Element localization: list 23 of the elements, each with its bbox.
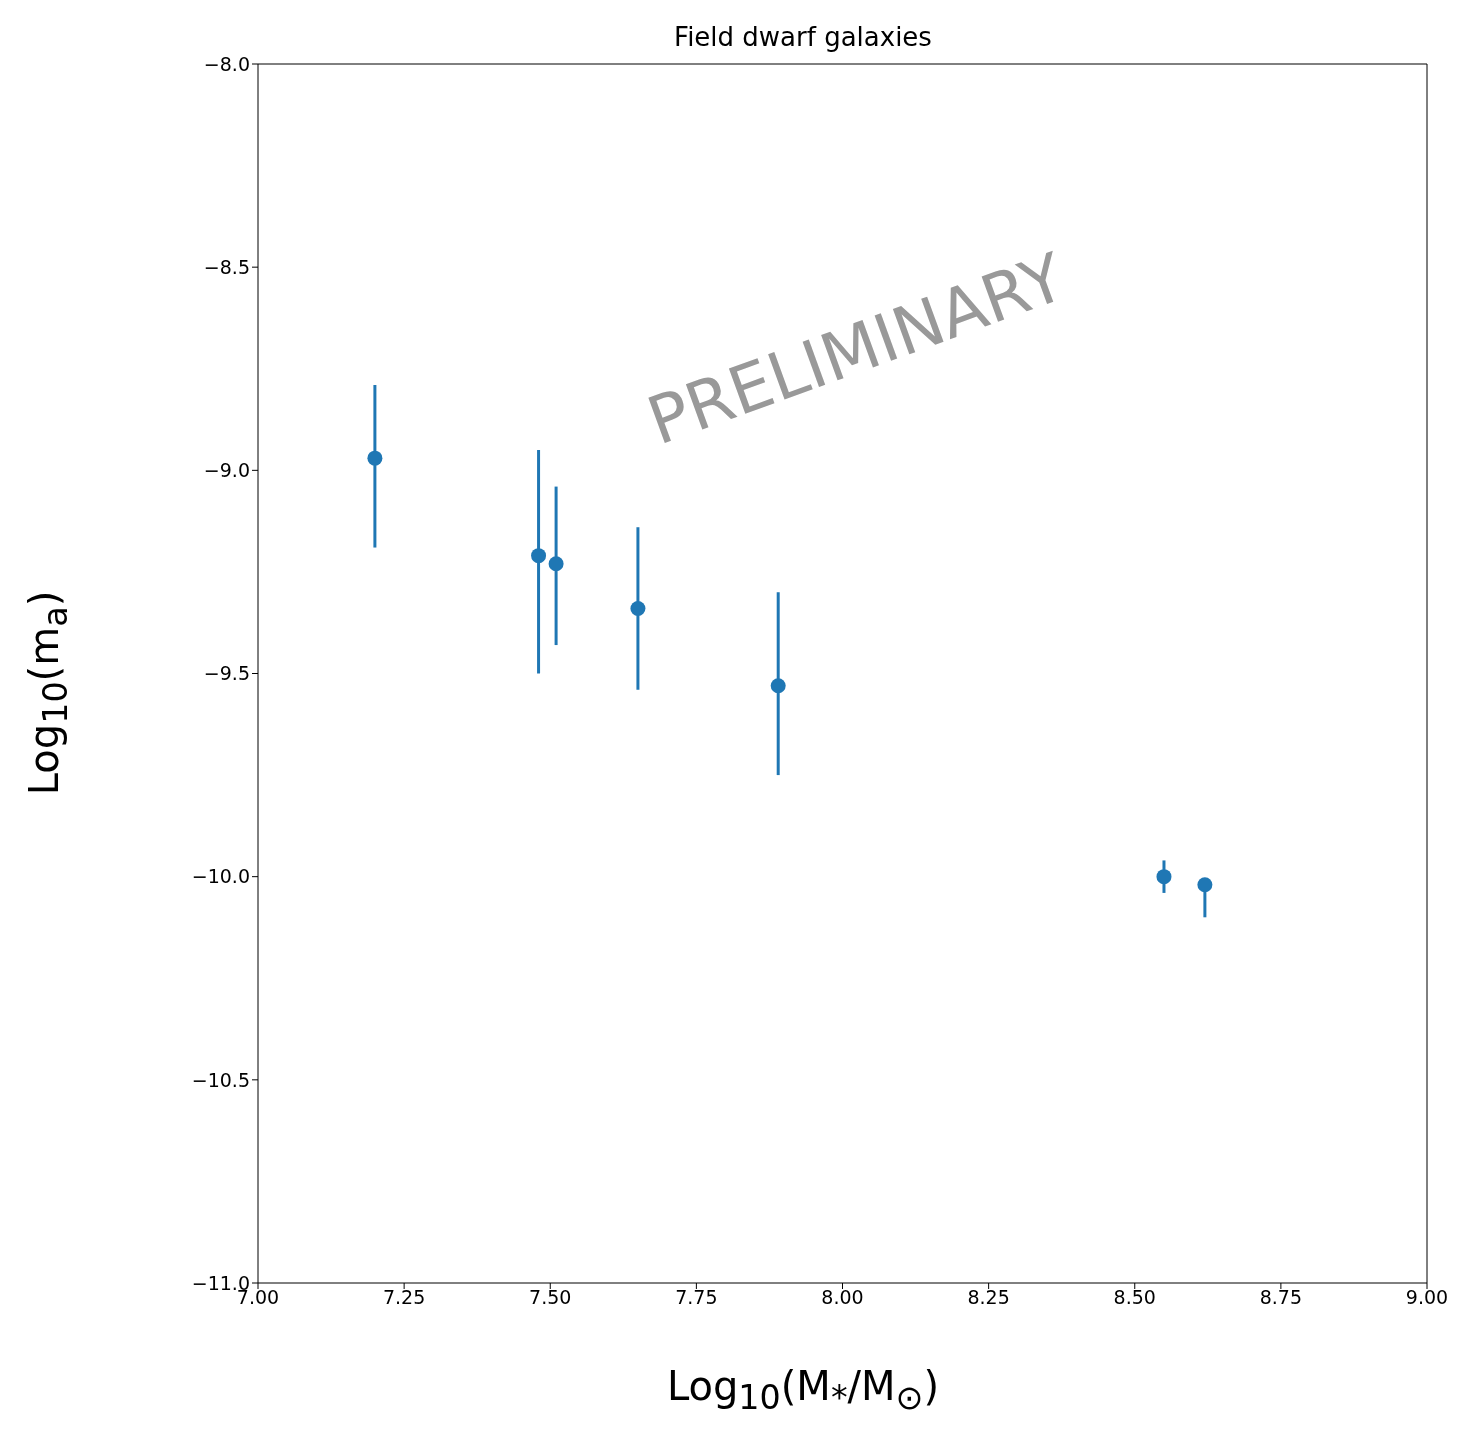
x-axis-title: Log$_{10}$(M$_{*}$/M$_{⊙}$)	[665, 1363, 941, 1417]
y-tick-label: −9.0	[203, 459, 250, 482]
point	[1197, 877, 1213, 893]
x-tick-label: 8.50	[1113, 1286, 1156, 1309]
x-tick-label: 7.50	[529, 1286, 572, 1309]
y-tick-label: −9.5	[203, 662, 250, 685]
point	[770, 678, 786, 694]
x-tick-label: 7.75	[675, 1286, 718, 1309]
y-tick-label: −10.0	[191, 865, 250, 888]
x-tick-label: 9.00	[1405, 1286, 1449, 1309]
y-tick-label: −8.0	[203, 52, 250, 75]
y-tick-label: −8.5	[203, 255, 250, 278]
x-tick-label: 8.75	[1259, 1286, 1303, 1309]
y-tick-label: −10.5	[191, 1068, 250, 1091]
x-tick-label: 8.25	[967, 1286, 1010, 1309]
point	[548, 556, 564, 572]
x-tick-label: 8.00	[821, 1286, 864, 1309]
point	[367, 450, 383, 466]
x-tick-label: 7.25	[382, 1286, 426, 1309]
point	[630, 600, 646, 616]
point	[1156, 869, 1172, 885]
chart-title: Field dwarf galaxies	[673, 22, 933, 52]
point	[531, 548, 547, 564]
